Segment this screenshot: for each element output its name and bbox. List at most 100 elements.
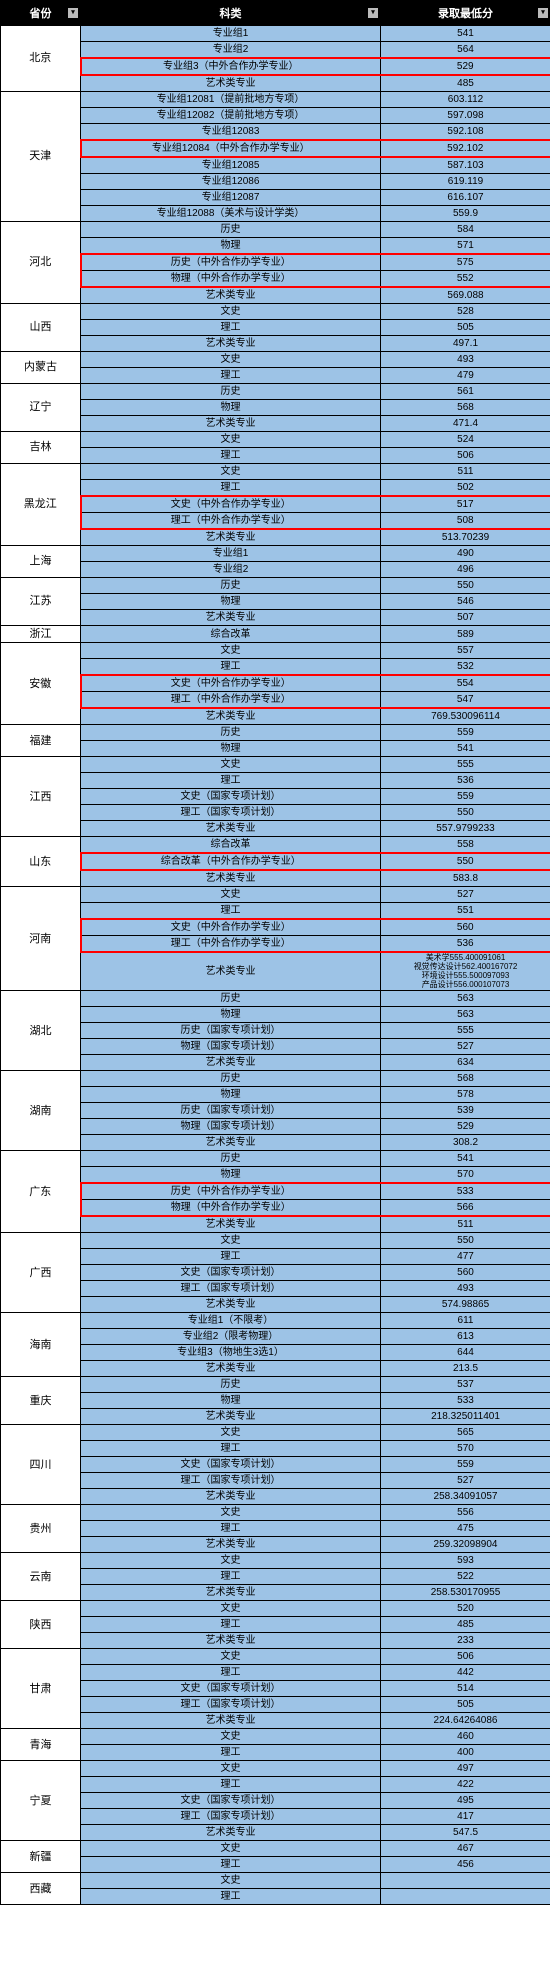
score-cell: 442: [381, 1665, 550, 1681]
score-cell: 552: [381, 271, 550, 288]
province-cell: 西藏: [1, 1873, 81, 1905]
score-cell: 533: [381, 1393, 550, 1409]
category-cell: 综合改革（中外合作办学专业）: [81, 853, 381, 870]
category-cell: 艺术类专业: [81, 952, 381, 991]
category-cell: 专业组1: [81, 546, 381, 562]
table-row: 理工（中外合作办学专业）547: [1, 692, 550, 709]
category-cell: 文史: [81, 1649, 381, 1665]
table-row: 文史（国家专项计划）559: [1, 789, 550, 805]
table-row: 艺术类专业569.088: [1, 287, 550, 304]
category-cell: 理工: [81, 773, 381, 789]
score-cell: 593: [381, 1553, 550, 1569]
category-cell: 理工: [81, 1569, 381, 1585]
header-minscore-label: 录取最低分: [438, 8, 493, 20]
table-row: 物理578: [1, 1087, 550, 1103]
table-row: 专业组12083592.108: [1, 124, 550, 141]
score-cell: 613: [381, 1329, 550, 1345]
table-row: 物理571: [1, 238, 550, 255]
province-cell: 海南: [1, 1313, 81, 1377]
table-row: 专业组12082（提前批地方专项）597.098: [1, 108, 550, 124]
province-cell: 福建: [1, 725, 81, 757]
score-cell: 422: [381, 1777, 550, 1793]
table-row: 艺术类专业308.2: [1, 1135, 550, 1151]
table-row: 辽宁历史561: [1, 384, 550, 400]
category-cell: 理工: [81, 1249, 381, 1265]
category-cell: 理工: [81, 480, 381, 497]
score-cell: 550: [381, 1233, 550, 1249]
score-cell: 568: [381, 1071, 550, 1087]
score-cell: 568: [381, 400, 550, 416]
score-cell: 505: [381, 1697, 550, 1713]
score-cell: 506: [381, 1649, 550, 1665]
score-cell: 565: [381, 1425, 550, 1441]
dropdown-icon[interactable]: ▾: [538, 8, 548, 18]
score-cell: 563: [381, 991, 550, 1007]
score-cell: 564: [381, 42, 550, 59]
admission-table: 省份▾ 科类▾ 录取最低分▾ 北京专业组1541专业组2564专业组3（中外合作…: [0, 0, 550, 1905]
table-row: 艺术类专业258.530170955: [1, 1585, 550, 1601]
score-cell: 559: [381, 725, 550, 741]
table-row: 理工（国家专项计划）493: [1, 1281, 550, 1297]
category-cell: 艺术类专业: [81, 1537, 381, 1553]
category-cell: 物理: [81, 1087, 381, 1103]
score-cell: 559: [381, 1457, 550, 1473]
header-province[interactable]: 省份▾: [1, 1, 81, 26]
table-row: 理工532: [1, 659, 550, 676]
category-cell: 艺术类专业: [81, 610, 381, 626]
dropdown-icon[interactable]: ▾: [368, 8, 378, 18]
score-cell: 259.32098904: [381, 1537, 550, 1553]
score-cell: 477: [381, 1249, 550, 1265]
table-row: 艺术类专业485: [1, 75, 550, 92]
category-cell: 专业组12084（中外合作办学专业）: [81, 140, 381, 157]
category-cell: 艺术类专业: [81, 1055, 381, 1071]
category-cell: 综合改革: [81, 626, 381, 643]
category-cell: 理工: [81, 320, 381, 336]
score-cell: 597.098: [381, 108, 550, 124]
province-cell: 辽宁: [1, 384, 81, 432]
score-cell: 571: [381, 238, 550, 255]
province-cell: 天津: [1, 92, 81, 222]
province-cell: 甘肃: [1, 1649, 81, 1729]
score-cell: 611: [381, 1313, 550, 1329]
category-cell: 物理: [81, 741, 381, 757]
score-cell: 559: [381, 789, 550, 805]
table-row: 天津专业组12081（提前批地方专项）603.112: [1, 92, 550, 108]
header-minscore[interactable]: 录取最低分 ▾: [381, 1, 550, 26]
table-row: 艺术类专业259.32098904: [1, 1537, 550, 1553]
category-cell: 历史: [81, 725, 381, 741]
category-cell: 艺术类专业: [81, 287, 381, 304]
dropdown-icon[interactable]: ▾: [68, 8, 78, 18]
table-row: 理工505: [1, 320, 550, 336]
score-cell: 467: [381, 1841, 550, 1857]
category-cell: 专业组12086: [81, 174, 381, 190]
category-cell: 专业组2（限考物理）: [81, 1329, 381, 1345]
category-cell: 物理: [81, 1007, 381, 1023]
score-cell: 547: [381, 692, 550, 709]
category-cell: 文史: [81, 432, 381, 448]
header-category[interactable]: 科类▾: [81, 1, 381, 26]
category-cell: 历史（中外合作办学专业）: [81, 1183, 381, 1200]
province-cell: 山东: [1, 837, 81, 887]
score-cell: [381, 1889, 550, 1905]
score-cell: 541: [381, 1151, 550, 1167]
table-row: 江苏历史550: [1, 578, 550, 594]
table-row: 文史（国家专项计划）560: [1, 1265, 550, 1281]
score-cell: 634: [381, 1055, 550, 1071]
score-cell: 490: [381, 546, 550, 562]
table-row: 福建历史559: [1, 725, 550, 741]
table-row: 宁夏文史497: [1, 1761, 550, 1777]
category-cell: 艺术类专业: [81, 416, 381, 432]
score-cell: 547.5: [381, 1825, 550, 1841]
category-cell: 理工: [81, 1665, 381, 1681]
category-cell: 理工: [81, 1745, 381, 1761]
table-row: 内蒙古文史493: [1, 352, 550, 368]
table-row: 综合改革（中外合作办学专业）550: [1, 853, 550, 870]
category-cell: 文史: [81, 757, 381, 773]
category-cell: 历史: [81, 1151, 381, 1167]
table-row: 贵州文史556: [1, 1505, 550, 1521]
table-row: 理工551: [1, 903, 550, 920]
score-cell: 558: [381, 837, 550, 854]
category-cell: 理工: [81, 368, 381, 384]
table-row: 理工442: [1, 1665, 550, 1681]
score-cell: 505: [381, 320, 550, 336]
